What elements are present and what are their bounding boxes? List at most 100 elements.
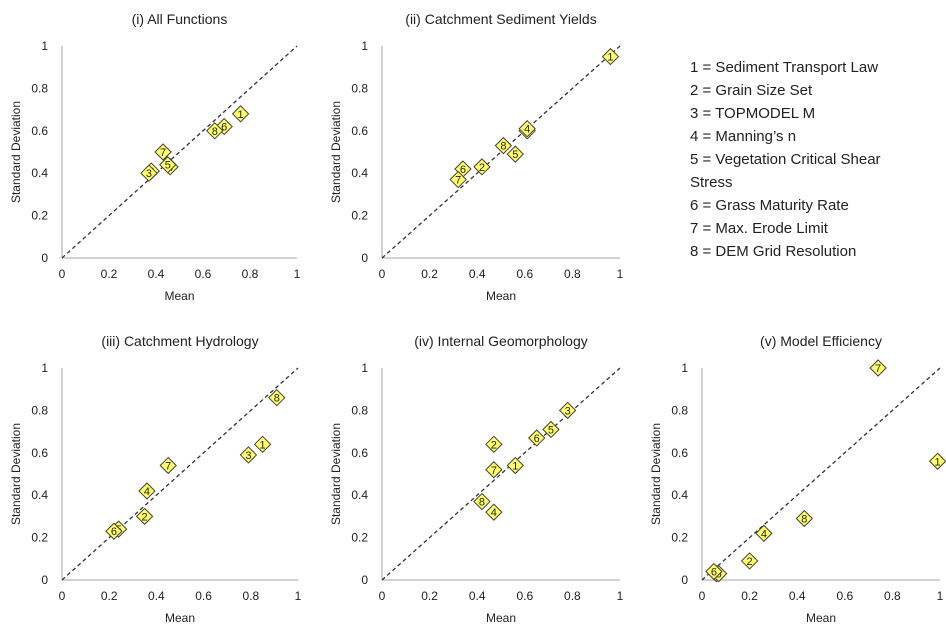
chart-5-y-axis-label: Standard Deviation xyxy=(649,423,663,525)
chart-3-marker-label-7: 7 xyxy=(165,461,171,473)
chart-3-title: (iii) Catchment Hydrology xyxy=(101,333,258,349)
chart-1-marker-label-3: 3 xyxy=(146,168,152,180)
chart-1-x-tick-label: 0.6 xyxy=(195,267,212,281)
chart-3-marker-label-6: 6 xyxy=(111,526,117,538)
chart-2-marker-label-8: 8 xyxy=(500,141,506,153)
chart-3-marker-3 xyxy=(239,446,258,464)
chart-4-point-5: 5 xyxy=(542,420,560,439)
chart-3-x-tick-label: 0.2 xyxy=(101,589,118,603)
chart-4-marker-label-2: 2 xyxy=(491,439,497,451)
chart-1-marker-label-6: 6 xyxy=(221,122,227,134)
chart-5-x-tick-label: 0.4 xyxy=(789,589,806,603)
chart-2-point-1: 1 xyxy=(601,47,620,66)
chart-5-x-tick-label: 0.6 xyxy=(836,589,853,603)
chart-1-x-tick-label: 1 xyxy=(294,267,301,281)
chart-3-marker-2 xyxy=(135,507,154,526)
chart-3-point-3: 3 xyxy=(239,446,258,464)
chart-5-x-tick-label: 1 xyxy=(937,589,944,603)
chart-v-model-efficiency: (v) Model Efficiency 0 0.2 0.4 0.6 0.8 1 0 0.2 0.… xyxy=(649,333,946,625)
legend-item-topmodel-m: 3 = TOPMODEL M xyxy=(690,105,816,122)
chart-2-point-7: 7 xyxy=(449,170,467,189)
chart-1-point-3: 3 xyxy=(140,164,158,182)
chart-4-marker-label-4: 4 xyxy=(491,507,497,519)
chart-5-x-tick-label: 0.8 xyxy=(884,589,901,603)
chart-5-y-tick-label: 0.4 xyxy=(671,488,688,502)
chart-5-marker-label-1: 1 xyxy=(935,456,941,468)
chart-1-y-tick-label: 0.2 xyxy=(31,209,48,223)
chart-5-reference-line xyxy=(701,367,941,581)
chart-1-x-tick-label: 0.8 xyxy=(242,267,259,281)
chart-1-y-tick-label: 1 xyxy=(41,39,48,53)
chart-4-marker-7 xyxy=(485,461,503,479)
chart-2-title: (ii) Catchment Sediment Yields xyxy=(405,11,596,27)
chart-3-marker-6 xyxy=(105,522,123,540)
chart-3-x-tick-label: 0 xyxy=(59,589,66,603)
chart-4-point-2: 2 xyxy=(485,435,503,454)
chart-3-reference-line xyxy=(61,367,299,581)
chart-2-marker-label-1: 1 xyxy=(607,52,613,64)
chart-1-marker-3 xyxy=(140,164,158,182)
chart-5-point-2: 2 xyxy=(740,552,759,570)
chart-3-x-tick-label: 0.8 xyxy=(242,589,259,603)
chart-4-x-tick-label: 0.6 xyxy=(516,589,533,603)
chart-3-y-tick-label: 0 xyxy=(41,573,48,587)
chart-5-marker-8 xyxy=(795,509,814,528)
chart-2-marker-label-5: 5 xyxy=(512,149,518,161)
chart-2-x-axis-label: Mean xyxy=(486,289,516,303)
legend-item-dem-grid-resolution: 8 = DEM Grid Resolution xyxy=(690,243,857,260)
chart-3-x-tick-label: 1 xyxy=(295,589,302,603)
chart-2-x-tick-label: 0.6 xyxy=(516,267,533,281)
chart-3-point-7: 7 xyxy=(159,456,177,475)
chart-4-y-tick-label: 0.6 xyxy=(351,446,368,460)
chart-4-marker-2 xyxy=(485,435,503,454)
chart-5-y-tick-label: 1 xyxy=(681,361,688,375)
chart-1-point-7: 7 xyxy=(154,143,172,161)
chart-2-y-tick-label: 0 xyxy=(361,251,368,265)
chart-5-point-4: 4 xyxy=(755,524,773,543)
chart-4-x-tick-label: 1 xyxy=(617,589,624,603)
chart-1-y-tick-label: 0 xyxy=(41,251,48,265)
legend-item-grain-size-set: 2 = Grain Size Set xyxy=(690,82,813,99)
chart-4-x-tick-label: 0.8 xyxy=(564,589,581,603)
chart-1-point-1: 1 xyxy=(231,105,250,123)
chart-2-x-tick-label: 0.8 xyxy=(564,267,581,281)
chart-5-title: (v) Model Efficiency xyxy=(760,333,882,349)
chart-5-marker-2 xyxy=(740,552,759,570)
chart-3-y-tick-label: 1 xyxy=(41,361,48,375)
chart-4-y-tick-label: 1 xyxy=(361,361,368,375)
legend: 1 = Sediment Transport Law 2 = Grain Siz… xyxy=(690,56,940,263)
chart-5-marker-1 xyxy=(928,452,946,470)
chart-4-title: (iv) Internal Geomorphology xyxy=(414,333,588,349)
chart-2-marker-7 xyxy=(449,170,467,189)
chart-2-x-tick-label: 0.4 xyxy=(469,267,486,281)
chart-4-point-4: 4 xyxy=(485,503,503,521)
chart-2-y-tick-label: 0.8 xyxy=(351,81,368,95)
chart-1-marker-label-8: 8 xyxy=(212,126,218,138)
chart-1-marker-1 xyxy=(231,105,250,123)
chart-4-marker-label-6: 6 xyxy=(534,433,540,445)
chart-1-y-tick-label: 0.6 xyxy=(31,124,48,138)
chart-1-marker-label-5: 5 xyxy=(165,160,171,172)
chart-3-marker-label-4: 4 xyxy=(144,486,150,498)
legend-item-grass-maturity-rate: 6 = Grass Maturity Rate xyxy=(690,197,849,214)
chart-2-point-2: 2 xyxy=(473,158,491,176)
chart-4-marker-1 xyxy=(506,456,524,475)
chart-3-y-tick-label: 0.4 xyxy=(31,488,48,502)
chart-1-marker-7 xyxy=(154,143,172,161)
legend-item-vegetation-critical-shear-cont: Stress xyxy=(690,174,733,191)
chart-3-marker-label-1: 1 xyxy=(260,439,266,451)
chart-2-y-tick-label: 0.2 xyxy=(351,209,368,223)
chart-2-x-tick-label: 0 xyxy=(379,267,386,281)
chart-3-x-axis-label: Mean xyxy=(165,611,195,625)
chart-5-marker-label-8: 8 xyxy=(801,514,807,526)
chart-4-marker-8 xyxy=(473,492,491,511)
chart-4-marker-label-8: 8 xyxy=(479,497,485,509)
chart-2-y-tick-label: 1 xyxy=(361,39,368,53)
chart-1-marker-label-7: 7 xyxy=(160,147,166,159)
chart-4-marker-6 xyxy=(527,429,546,447)
legend-item-vegetation-critical-shear: 5 = Vegetation Critical Shear xyxy=(690,151,881,168)
chart-5-x-axis-label: Mean xyxy=(806,611,836,625)
chart-4-x-tick-label: 0.4 xyxy=(469,589,486,603)
chart-3-point-4: 4 xyxy=(138,482,156,500)
